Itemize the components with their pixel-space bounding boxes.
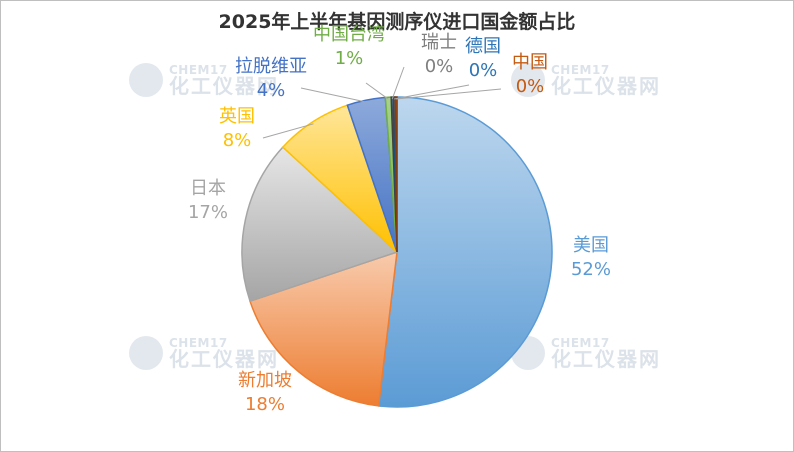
slice-value-label: 8% <box>223 130 252 151</box>
slice-label: 中国台湾 <box>313 24 385 45</box>
leader-line <box>262 123 314 139</box>
slice-label: 日本 <box>190 178 226 199</box>
slice-label: 拉脱维亚 <box>235 56 307 77</box>
leader-line <box>394 84 470 100</box>
pie-slice <box>394 96 398 253</box>
pie-slice <box>249 250 398 407</box>
slice-label: 中国 <box>512 52 548 73</box>
slice-value-label: 18% <box>245 394 285 415</box>
slice-value-label: 0% <box>516 76 545 97</box>
leader-line <box>365 82 389 100</box>
leader-line <box>395 88 502 100</box>
slice-label: 新加坡 <box>238 370 292 391</box>
slice-label: 德国 <box>465 36 501 57</box>
chart-title: 2025年上半年基因测序仪进口国金额占比 <box>218 11 576 33</box>
slice-value-label: 0% <box>469 60 498 81</box>
leader-line <box>300 87 367 103</box>
slice-label: 美国 <box>573 235 609 256</box>
slice-value-label: 0% <box>425 56 454 77</box>
slice-value-label: 17% <box>188 202 228 223</box>
slice-label: 英国 <box>219 106 255 127</box>
slice-label: 瑞士 <box>421 32 457 53</box>
slice-value-label: 4% <box>257 80 286 101</box>
slice-value-label: 1% <box>335 48 364 69</box>
slice-value-label: 52% <box>571 259 611 280</box>
leader-line <box>391 66 405 100</box>
pie-slice <box>241 146 399 303</box>
pie-slice <box>377 96 553 408</box>
